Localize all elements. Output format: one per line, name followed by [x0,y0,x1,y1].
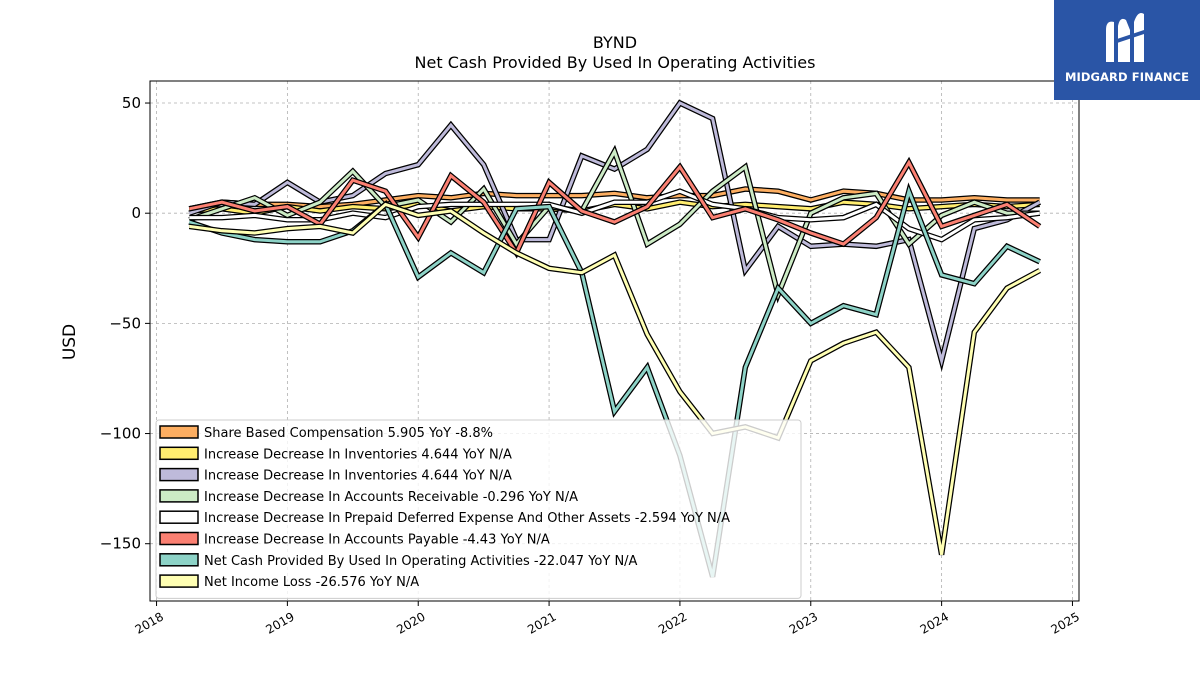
chart-title: BYND [593,33,637,52]
x-tick-label: 2023 [787,609,820,636]
x-tick-label: 2019 [263,609,296,636]
y-tick-label: −150 [100,535,141,553]
y-tick-label: 50 [122,94,141,112]
legend-swatch [159,446,199,461]
y-tick-label: −100 [100,425,141,443]
legend-label: Increase Decrease In Accounts Payable -4… [204,533,550,548]
legend-label: Increase Decrease In Accounts Receivable… [204,490,578,505]
chart-subtitle: Net Cash Provided By Used In Operating A… [415,53,816,72]
legend-label: Net Cash Provided By Used In Operating A… [204,554,638,569]
legend-swatch [159,531,199,546]
x-tick-label: 2024 [918,609,951,636]
legend-item: Increase Decrease In Inventories 4.644 Y… [159,446,512,462]
series-line [189,159,1041,257]
legend: Share Based Compensation 5.905 YoY -8.8%… [155,419,802,599]
legend-label: Share Based Compensation 5.905 YoY -8.8% [204,426,493,441]
series-line [188,186,1041,578]
plot-frame [149,80,1080,602]
x-tick-label: 2021 [525,609,558,636]
y-axis-ticks: 50 0 −50 −100 −150 [100,94,150,553]
legend-label: Net Income Loss -26.576 YoY N/A [204,575,419,590]
legend-item: Share Based Compensation 5.905 YoY -8.8% [159,425,493,441]
legend-swatch [159,510,199,524]
legend-item: Increase Decrease In Accounts Payable -4… [159,531,550,548]
legend-swatch [159,425,199,439]
x-tick-label: 2018 [133,609,166,636]
midgard-m-icon [1106,13,1144,62]
x-tick-label: 2022 [656,609,689,636]
series-4 [189,188,1041,243]
series-line [189,189,1040,242]
legend-item: Net Cash Provided By Used In Operating A… [159,553,638,569]
legend-swatch [159,467,199,482]
series-6 [188,182,1041,578]
legend-swatch [159,553,199,567]
x-tick-label: 2025 [1049,609,1082,636]
legend-item: Net Income Loss -26.576 YoY N/A [159,574,419,590]
legend-label: Increase Decrease In Inventories 4.644 Y… [204,469,512,484]
series-layer [188,99,1042,578]
legend-swatch [159,489,199,503]
legend-swatch [159,574,199,588]
brand-logo: MIDGARD FINANCE [1054,0,1200,100]
legend-item: Increase Decrease In Accounts Receivable… [159,489,578,505]
y-axis-label: USD [60,324,80,360]
legend-item: Increase Decrease In Prepaid Deferred Ex… [159,510,730,526]
legend-label: Increase Decrease In Inventories 4.644 Y… [204,447,512,462]
series-7 [188,201,1042,556]
brand-name: MIDGARD FINANCE [1064,70,1190,84]
legend-item: Increase Decrease In Inventories 4.644 Y… [159,467,512,484]
y-tick-label: −50 [109,314,141,332]
legend-label: Increase Decrease In Prepaid Deferred Ex… [204,511,730,526]
x-axis-ticks: 2018 2019 2020 2021 2022 2023 2024 2025 [133,601,1082,637]
legend-box [155,419,802,599]
x-tick-label: 2020 [394,609,427,636]
y-tick-label: 0 [131,204,141,222]
series-5 [188,156,1042,259]
series-line [189,202,1041,555]
